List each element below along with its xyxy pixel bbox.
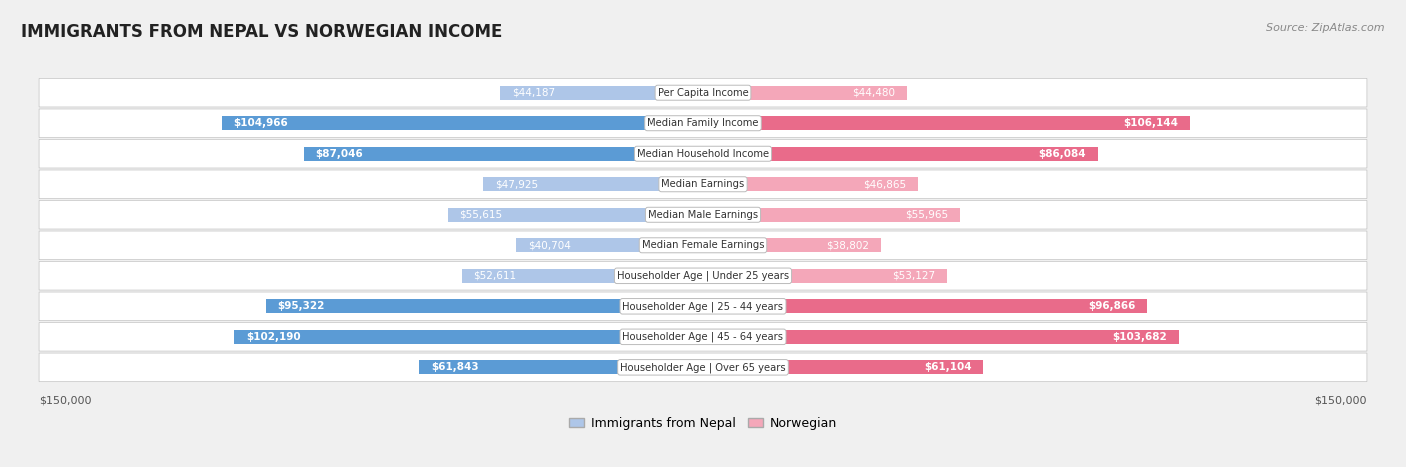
Text: $53,127: $53,127 xyxy=(891,271,935,281)
FancyBboxPatch shape xyxy=(39,109,1367,137)
Text: $44,187: $44,187 xyxy=(512,88,555,98)
Bar xyxy=(703,208,960,222)
Bar xyxy=(449,208,703,222)
FancyBboxPatch shape xyxy=(39,292,1367,320)
Bar xyxy=(461,269,703,283)
FancyBboxPatch shape xyxy=(39,170,1367,198)
FancyBboxPatch shape xyxy=(39,78,1367,107)
Bar xyxy=(703,330,1178,344)
Text: Median Earnings: Median Earnings xyxy=(661,179,745,189)
Legend: Immigrants from Nepal, Norwegian: Immigrants from Nepal, Norwegian xyxy=(564,412,842,435)
Text: Source: ZipAtlas.com: Source: ZipAtlas.com xyxy=(1267,23,1385,33)
Text: $150,000: $150,000 xyxy=(39,395,91,405)
Text: $150,000: $150,000 xyxy=(1315,395,1367,405)
FancyBboxPatch shape xyxy=(39,262,1367,290)
Bar xyxy=(703,177,918,191)
Bar xyxy=(222,116,703,130)
Text: $104,966: $104,966 xyxy=(233,118,288,128)
Text: Median Family Income: Median Family Income xyxy=(647,118,759,128)
Bar xyxy=(703,361,983,374)
Text: $61,104: $61,104 xyxy=(924,362,972,372)
Text: $38,802: $38,802 xyxy=(827,241,869,250)
Bar xyxy=(703,238,882,252)
Text: $44,480: $44,480 xyxy=(852,88,896,98)
Text: Householder Age | 25 - 44 years: Householder Age | 25 - 44 years xyxy=(623,301,783,311)
Text: $46,865: $46,865 xyxy=(863,179,907,189)
FancyBboxPatch shape xyxy=(39,231,1367,260)
Bar xyxy=(703,86,907,99)
Text: Householder Age | 45 - 64 years: Householder Age | 45 - 64 years xyxy=(623,332,783,342)
Bar xyxy=(703,269,946,283)
FancyBboxPatch shape xyxy=(39,353,1367,382)
Bar xyxy=(484,177,703,191)
Text: $106,144: $106,144 xyxy=(1123,118,1178,128)
Text: $47,925: $47,925 xyxy=(495,179,537,189)
Text: $87,046: $87,046 xyxy=(315,149,363,159)
Text: $52,611: $52,611 xyxy=(474,271,516,281)
Text: $102,190: $102,190 xyxy=(246,332,301,342)
Text: Median Male Earnings: Median Male Earnings xyxy=(648,210,758,220)
Text: $96,866: $96,866 xyxy=(1088,301,1136,311)
Text: IMMIGRANTS FROM NEPAL VS NORWEGIAN INCOME: IMMIGRANTS FROM NEPAL VS NORWEGIAN INCOM… xyxy=(21,23,502,42)
Text: $61,843: $61,843 xyxy=(430,362,478,372)
Text: Householder Age | Under 25 years: Householder Age | Under 25 years xyxy=(617,270,789,281)
FancyBboxPatch shape xyxy=(39,323,1367,351)
FancyBboxPatch shape xyxy=(39,140,1367,168)
Text: $40,704: $40,704 xyxy=(527,241,571,250)
Bar xyxy=(501,86,703,99)
Text: Median Household Income: Median Household Income xyxy=(637,149,769,159)
Text: $95,322: $95,322 xyxy=(277,301,325,311)
Bar xyxy=(516,238,703,252)
Bar xyxy=(235,330,703,344)
FancyBboxPatch shape xyxy=(39,200,1367,229)
Bar xyxy=(266,299,703,313)
Bar xyxy=(703,116,1189,130)
Text: $103,682: $103,682 xyxy=(1112,332,1167,342)
Text: $55,965: $55,965 xyxy=(905,210,948,220)
Bar xyxy=(703,147,1098,161)
Text: $86,084: $86,084 xyxy=(1039,149,1087,159)
Bar xyxy=(304,147,703,161)
Text: Householder Age | Over 65 years: Householder Age | Over 65 years xyxy=(620,362,786,373)
Bar xyxy=(419,361,703,374)
Text: Median Female Earnings: Median Female Earnings xyxy=(641,241,765,250)
Text: Per Capita Income: Per Capita Income xyxy=(658,88,748,98)
Bar xyxy=(703,299,1147,313)
Text: $55,615: $55,615 xyxy=(460,210,502,220)
